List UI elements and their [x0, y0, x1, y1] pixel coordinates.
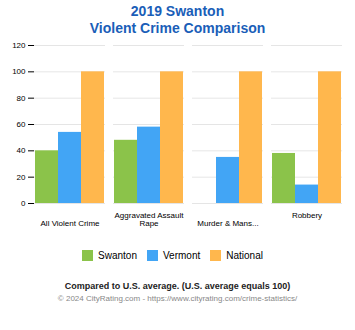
svg-text:120: 120 [12, 41, 26, 50]
svg-text:80: 80 [17, 94, 26, 103]
html-text:National: National [226, 250, 263, 261]
svg-text:All Violent Crime: All Violent Crime [41, 211, 101, 228]
html-text:© 2024 CityRating.com - https:: © 2024 CityRating.com - https://www.city… [57, 294, 298, 303]
svg-text:Robbery: Robbery [292, 211, 322, 220]
html-text:Violent Crime Comparison: Violent Crime Comparison [89, 20, 266, 36]
html-text:2019 Swanton: 2019 Swanton [130, 3, 225, 19]
svg-text:100: 100 [12, 67, 26, 76]
html-text:Swanton: Swanton [98, 250, 137, 261]
html-text:Vermont: Vermont [163, 250, 201, 261]
svg-text:20: 20 [17, 173, 26, 182]
svg-text:Murder & Mans...: Murder & Mans... [197, 211, 258, 228]
svg-text:Aggravated AssaultRape: Aggravated AssaultRape [115, 211, 185, 228]
html-text:Compared to U.S. average. (U.S: Compared to U.S. average. (U.S. average … [64, 281, 291, 291]
svg-text:60: 60 [17, 120, 26, 129]
svg-text:0: 0 [21, 199, 26, 208]
svg-text:40: 40 [17, 146, 26, 155]
